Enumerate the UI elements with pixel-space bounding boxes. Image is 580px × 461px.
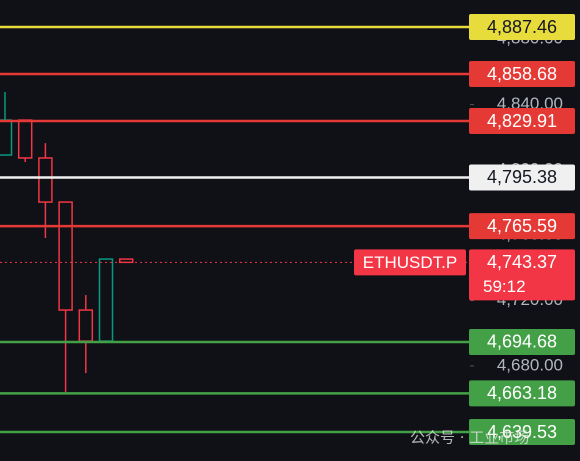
level-label-box [469, 213, 575, 240]
candle-body [38, 157, 53, 203]
level-label-box [469, 164, 575, 191]
candle-body [58, 201, 73, 311]
level-label: 4,639.53 [487, 422, 557, 442]
level-label: 4,765.59 [487, 216, 557, 236]
candle-body [78, 309, 94, 342]
countdown-label: 59:12 [483, 277, 526, 296]
level-label-box [469, 419, 575, 446]
candle-body [118, 258, 134, 264]
level-label: 4,795.38 [487, 167, 557, 187]
level-label-box [469, 14, 575, 41]
level-label: 4,858.68 [487, 64, 557, 84]
level-label: 4,887.46 [487, 17, 557, 37]
y-tick-label: 4,680.00 [497, 355, 563, 374]
level-label-box [469, 328, 575, 355]
level-label-box [469, 108, 575, 135]
current-price-box [469, 249, 575, 301]
level-label: 4,663.18 [487, 383, 557, 403]
symbol-box [354, 249, 466, 276]
watermark: 公众号 · 工业市场 [410, 429, 529, 447]
candle-body [98, 258, 114, 342]
level-label: 4,694.68 [487, 332, 557, 352]
candle-body [0, 119, 13, 156]
candle-body [17, 119, 33, 159]
level-label-box [469, 61, 575, 88]
level-label-box [469, 380, 575, 407]
current-price-label: 4,743.37 [487, 252, 557, 272]
level-label: 4,829.91 [487, 111, 557, 131]
symbol-label: ETHUSDT.P [363, 253, 457, 272]
